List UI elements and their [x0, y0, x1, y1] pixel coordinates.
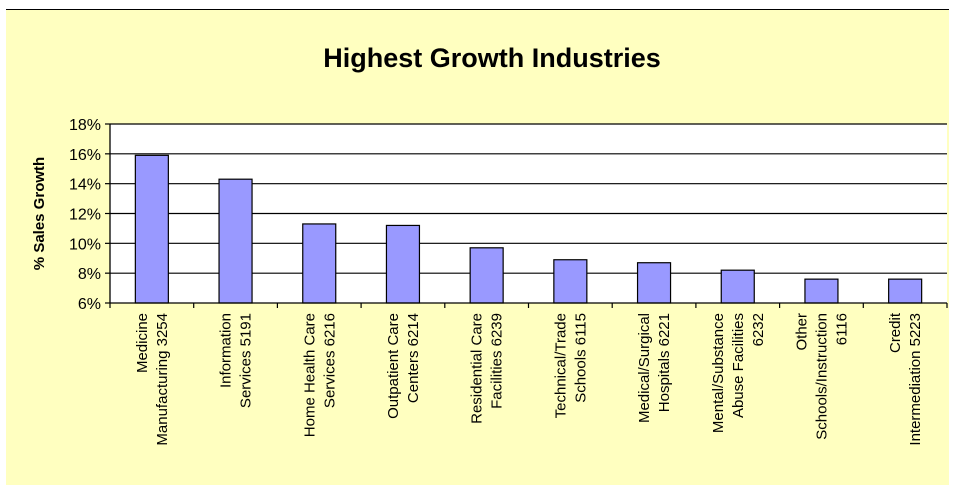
category-label-line: Hospitals 6221 — [656, 313, 673, 412]
category-label-line: Schools 6115 — [572, 313, 589, 403]
category-label-line: Home Health Care — [301, 313, 318, 437]
category-label-line: Centers 6214 — [405, 313, 422, 403]
bar-9 — [888, 278, 923, 304]
bar-chart: Highest Growth Industries 6% 8% 10% 12% 14% 16… — [6, 10, 949, 485]
category-label-line: Abuse Facilities — [730, 313, 747, 418]
y-tick-label-1: 8% — [78, 266, 101, 283]
bar-0 — [134, 154, 169, 304]
chart-frame: Highest Growth Industries 6% 8% 10% 12% 14% 16… — [6, 9, 949, 485]
bar-2 — [302, 223, 337, 304]
category-label-line: 6116 — [833, 313, 850, 345]
category-label-line: 6232 — [750, 313, 767, 346]
y-tick-label-3: 12% — [69, 207, 101, 224]
y-axis-title: % Sales Growth — [31, 157, 48, 270]
category-label-0: Medicine Manufacturing 3254 — [134, 313, 171, 446]
category-label-6: Medical/Surgical Hospitals 6221 — [636, 313, 673, 423]
bar-1 — [218, 178, 253, 304]
category-label-line: Technical/Trade — [552, 313, 569, 418]
category-label-line: Facilities 6239 — [489, 313, 506, 409]
category-label-line: Services 5191 — [238, 313, 255, 408]
category-label-line: Intermediation 5223 — [907, 313, 924, 446]
bar-8 — [804, 278, 839, 304]
category-label-line: Other — [793, 313, 810, 351]
category-label-4: Residential Care Facilities 6239 — [469, 313, 506, 424]
category-label-line: Medicine — [134, 313, 151, 373]
y-tick-label-2: 10% — [69, 236, 101, 253]
category-label-line: Medical/Surgical — [636, 313, 653, 423]
y-tick-label-5: 16% — [69, 147, 101, 164]
category-label-line: Manufacturing 3254 — [154, 313, 171, 446]
bar-7 — [720, 269, 755, 304]
category-label-line: Services 6216 — [321, 313, 338, 408]
y-tick-label-0: 6% — [78, 296, 101, 313]
chart-title: Highest Growth Industries — [323, 43, 661, 73]
category-label-1: Information Services 5191 — [218, 313, 255, 408]
category-label-line: Schools/Instruction — [813, 313, 830, 440]
y-tick-label-6: 18% — [69, 117, 101, 134]
y-tick-label-4: 14% — [69, 177, 101, 194]
bar-3 — [385, 224, 421, 304]
category-label-5: Technical/Trade Schools 6115 — [552, 313, 589, 418]
category-label-9: Credit Intermediation 5223 — [887, 312, 924, 445]
category-label-line: Credit — [887, 312, 904, 353]
category-label-7: Mental/Substance Abuse Facilities 6232 — [710, 313, 767, 433]
category-label-3: Outpatient Care Centers 6214 — [385, 313, 422, 419]
bar-5 — [553, 259, 588, 304]
category-label-8: Other Schools/Instruction 6116 — [793, 313, 850, 440]
bar-6 — [636, 262, 672, 304]
category-label-line: Residential Care — [469, 313, 486, 424]
category-label-line: Mental/Substance — [710, 313, 727, 433]
category-label-line: Information — [218, 313, 235, 388]
category-label-2: Home Health Care Services 6216 — [301, 313, 338, 437]
category-label-line: Outpatient Care — [385, 313, 402, 419]
bar-4 — [469, 247, 504, 304]
